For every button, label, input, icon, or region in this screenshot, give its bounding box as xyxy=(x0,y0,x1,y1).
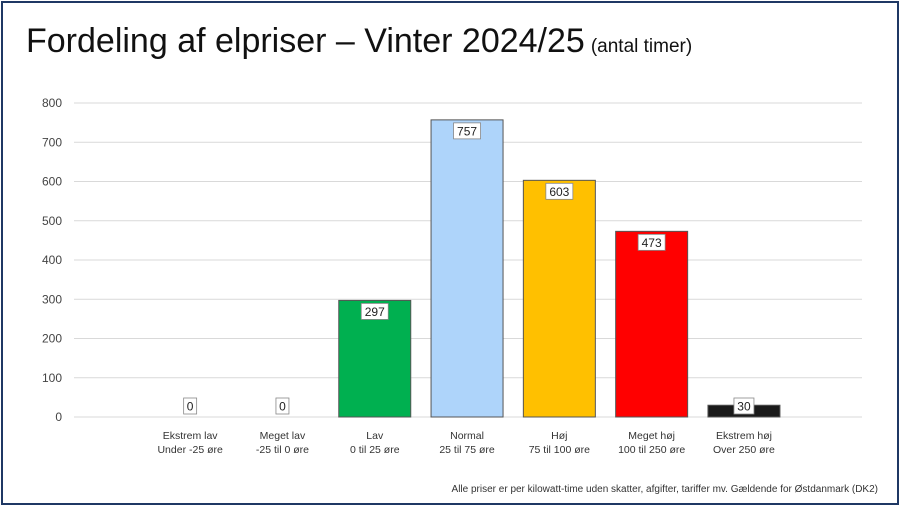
x-tick-sublabel: 100 til 250 øre xyxy=(618,444,685,456)
data-label: 30 xyxy=(737,400,751,414)
data-label-box xyxy=(275,397,290,415)
bar xyxy=(615,230,689,418)
x-tick-label: Ekstrem høj xyxy=(716,430,772,442)
chart-title-text: Fordeling af elpriser – Vinter 2024/25 xyxy=(26,22,585,60)
x-tick-sublabel: -25 til 0 øre xyxy=(256,444,309,456)
data-label-box xyxy=(733,397,755,415)
bar xyxy=(522,179,596,418)
y-tick-label: 0 xyxy=(55,410,62,424)
data-label: 0 xyxy=(187,400,194,414)
x-tick-sublabel: 0 til 25 øre xyxy=(350,444,400,456)
y-tick-label: 700 xyxy=(42,135,62,149)
data-label: 757 xyxy=(457,124,477,138)
data-label-box xyxy=(360,303,389,320)
data-label-box xyxy=(183,397,198,415)
x-tick-sublabel: Under -25 øre xyxy=(157,444,223,456)
y-tick-label: 800 xyxy=(42,96,62,110)
x-tick-label: Normal xyxy=(450,430,484,442)
data-label-box xyxy=(637,233,666,251)
x-tick-label: Meget lav xyxy=(260,430,306,442)
x-tick-label: Ekstrem lav xyxy=(163,430,219,442)
data-label: 473 xyxy=(642,236,662,250)
data-label: 297 xyxy=(365,305,385,319)
y-tick-label: 300 xyxy=(42,292,62,306)
data-label-box xyxy=(545,182,574,200)
y-tick-label: 500 xyxy=(42,214,62,228)
data-label: 603 xyxy=(549,185,569,199)
x-tick-sublabel: 25 til 75 øre xyxy=(439,444,495,456)
data-label: 0 xyxy=(279,400,286,414)
data-label-box xyxy=(453,122,481,140)
x-tick-sublabel: Over 250 øre xyxy=(713,444,775,456)
y-tick-label: 400 xyxy=(42,253,62,267)
bar xyxy=(338,299,412,418)
x-tick-label: Høj xyxy=(551,430,567,442)
x-tick-label: Meget høj xyxy=(628,430,675,442)
y-tick-label: 600 xyxy=(42,175,62,189)
chart-subtitle: (antal timer) xyxy=(590,36,693,57)
chart-title: Fordeling af elpriser – Vinter 2024/25 (a… xyxy=(26,22,692,61)
y-tick-label: 100 xyxy=(42,371,62,385)
bar xyxy=(430,119,504,418)
x-tick-label: Lav xyxy=(366,430,384,442)
x-tick-sublabel: 75 til 100 øre xyxy=(529,444,590,456)
chart-footnote: Alle priser er per kilowatt-time uden sk… xyxy=(451,484,878,495)
y-tick-label: 200 xyxy=(42,332,62,346)
